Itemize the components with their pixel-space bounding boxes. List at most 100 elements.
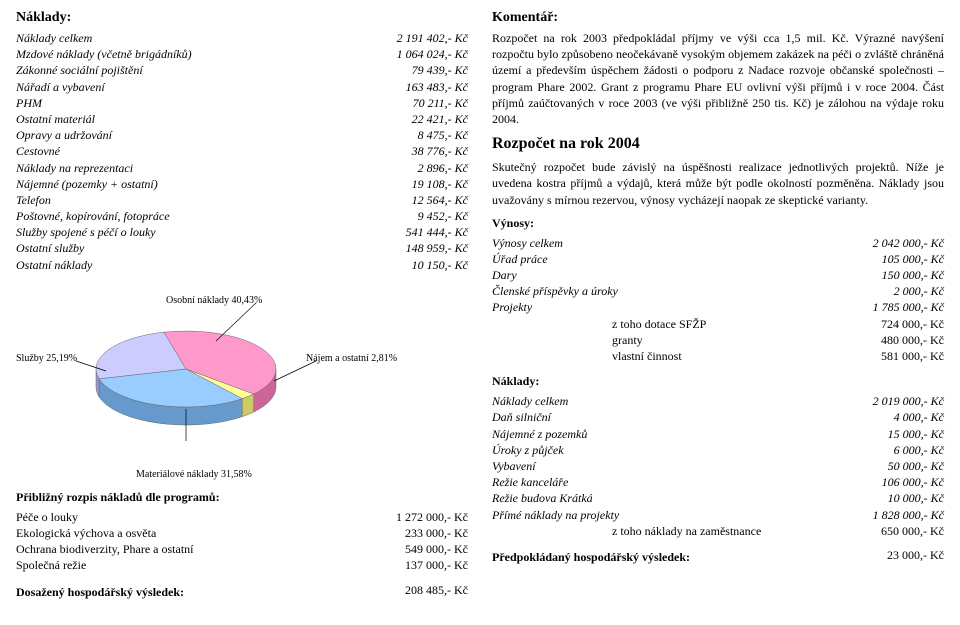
list-row: Telefon12 564,- Kč [16, 192, 468, 208]
row-label: Služby spojené s péčí o louky [16, 224, 398, 240]
rozpocet-header: Rozpočet na rok 2004 [492, 135, 944, 153]
row-label: Výnosy celkem [492, 235, 865, 251]
naklady2-list: Náklady celkem2 019 000,- KčDaň silniční… [492, 393, 944, 523]
row-value: 2 019 000,- Kč [865, 393, 944, 409]
row-value: 2 042 000,- Kč [865, 235, 944, 251]
komentar-text: Rozpočet na rok 2003 předpokládal příjmy… [492, 30, 944, 127]
list-row: z toho náklady na zaměstnance650 000,- K… [492, 523, 944, 539]
row-value: 70 211,- Kč [405, 95, 468, 111]
row-value: 1 828 000,- Kč [865, 507, 944, 523]
list-row: Přímé náklady na projekty1 828 000,- Kč [492, 507, 944, 523]
page: Náklady: Náklady celkem2 191 402,- KčMzd… [0, 0, 960, 612]
list-row: Ostatní služby148 959,- Kč [16, 240, 468, 256]
row-label: Ekologická výchova a osvěta [16, 525, 397, 541]
vynosy-header: Výnosy: [492, 216, 944, 231]
list-row: Režie budova Krátká10 000,- Kč [492, 490, 944, 506]
predpoklad-value: 23 000,- Kč [879, 547, 944, 569]
row-value: 581 000,- Kč [873, 348, 944, 364]
row-label: Ostatní materiál [16, 111, 404, 127]
list-row: Úroky z půjček6 000,- Kč [492, 442, 944, 458]
row-value: 1 272 000,- Kč [388, 509, 468, 525]
row-label: Péče o louky [16, 509, 388, 525]
pie-label-material: Materiálové náklady 31,58% [136, 469, 468, 480]
row-value: 106 000,- Kč [874, 474, 944, 490]
row-value: 233 000,- Kč [397, 525, 468, 541]
row-label: Poštovné, kopírování, fotopráce [16, 208, 410, 224]
row-label: z toho dotace SFŽP [492, 316, 873, 332]
row-label: Členské příspěvky a úroky [492, 283, 886, 299]
row-value: 163 483,- Kč [398, 79, 468, 95]
list-row: Společná režie137 000,- Kč [16, 557, 468, 573]
right-column: Komentář: Rozpočet na rok 2003 předpoklá… [492, 8, 944, 604]
row-value: 19 108,- Kč [404, 176, 468, 192]
row-value: 38 776,- Kč [404, 143, 468, 159]
left-column: Náklady: Náklady celkem2 191 402,- KčMzd… [16, 8, 468, 604]
row-label: Daň silniční [492, 409, 886, 425]
row-value: 541 444,- Kč [398, 224, 468, 240]
vynosy-list: Výnosy celkem2 042 000,- KčÚřad práce105… [492, 235, 944, 316]
list-row: Ostatní materiál22 421,- Kč [16, 111, 468, 127]
list-row: Ochrana biodiverzity, Phare a ostatní549… [16, 541, 468, 557]
row-label: Náklady na reprezentaci [16, 160, 410, 176]
list-row: Péče o louky1 272 000,- Kč [16, 509, 468, 525]
rozpocet-text: Skutečný rozpočet bude závislý na úspěšn… [492, 159, 944, 208]
list-row: Náklady na reprezentaci2 896,- Kč [16, 160, 468, 176]
row-label: Společná režie [16, 557, 397, 573]
row-value: 480 000,- Kč [873, 332, 944, 348]
row-label: granty [492, 332, 873, 348]
komentar-header: Komentář: [492, 10, 944, 26]
list-row: Dary150 000,- Kč [492, 267, 944, 283]
result-value: 208 485,- Kč [397, 582, 468, 604]
row-value: 6 000,- Kč [886, 442, 944, 458]
row-label: Dary [492, 267, 874, 283]
list-row: PHM70 211,- Kč [16, 95, 468, 111]
row-label: Vybavení [492, 458, 880, 474]
row-label: Cestovné [16, 143, 404, 159]
list-row: Nářadí a vybavení163 483,- Kč [16, 79, 468, 95]
list-row: Nájemné z pozemků15 000,- Kč [492, 426, 944, 442]
row-label: Mzdové náklady (včetně brigádníků) [16, 46, 389, 62]
row-label: Ostatní náklady [16, 257, 404, 273]
row-label: Ostatní služby [16, 240, 398, 256]
pie-label-osobni: Osobní náklady 40,43% [166, 295, 262, 306]
programs-header: Přibližný rozpis nákladů dle programů: [16, 490, 468, 505]
row-value: 1 785 000,- Kč [865, 299, 944, 315]
result-label: Dosažený hospodářský výsledek: [16, 584, 397, 600]
row-value: 10 150,- Kč [404, 257, 468, 273]
list-row: Zákonné sociální pojištění79 439,- Kč [16, 62, 468, 78]
row-label: PHM [16, 95, 405, 111]
row-value: 1 064 024,- Kč [389, 46, 468, 62]
pie-label-sluzby: Služby 25,19% [16, 353, 77, 364]
row-value: 10 000,- Kč [880, 490, 944, 506]
list-row: Daň silniční4 000,- Kč [492, 409, 944, 425]
list-row: z toho dotace SFŽP724 000,- Kč [492, 316, 944, 332]
row-value: 79 439,- Kč [404, 62, 468, 78]
row-label: Přímé náklady na projekty [492, 507, 865, 523]
row-value: 2 191 402,- Kč [389, 30, 468, 46]
programs-list: Péče o louky1 272 000,- KčEkologická výc… [16, 509, 468, 574]
row-value: 650 000,- Kč [873, 523, 944, 539]
row-value: 137 000,- Kč [397, 557, 468, 573]
pie-label-najem: Nájem a ostatní 2,81% [306, 353, 397, 364]
list-row: Úřad práce105 000,- Kč [492, 251, 944, 267]
list-row: Služby spojené s péčí o louky541 444,- K… [16, 224, 468, 240]
list-row: Poštovné, kopírování, fotopráce9 452,- K… [16, 208, 468, 224]
row-label: Opravy a udržování [16, 127, 410, 143]
row-value: 549 000,- Kč [397, 541, 468, 557]
naklady2-header: Náklady: [492, 374, 944, 389]
row-value: 9 452,- Kč [410, 208, 468, 224]
row-label: Telefon [16, 192, 404, 208]
row-value: 150 000,- Kč [874, 267, 944, 283]
vynosy-sublist: z toho dotace SFŽP724 000,- Kčgranty480 … [492, 316, 944, 365]
row-label: Režie budova Krátká [492, 490, 880, 506]
row-value: 22 421,- Kč [404, 111, 468, 127]
row-value: 724 000,- Kč [873, 316, 944, 332]
list-row: Ostatní náklady10 150,- Kč [16, 257, 468, 273]
row-value: 15 000,- Kč [880, 426, 944, 442]
row-label: z toho náklady na zaměstnance [492, 523, 873, 539]
row-label: Nářadí a vybavení [16, 79, 398, 95]
row-label: Nájemné z pozemků [492, 426, 880, 442]
row-value: 105 000,- Kč [874, 251, 944, 267]
row-value: 4 000,- Kč [886, 409, 944, 425]
naklady2-sublist: z toho náklady na zaměstnance650 000,- K… [492, 523, 944, 539]
